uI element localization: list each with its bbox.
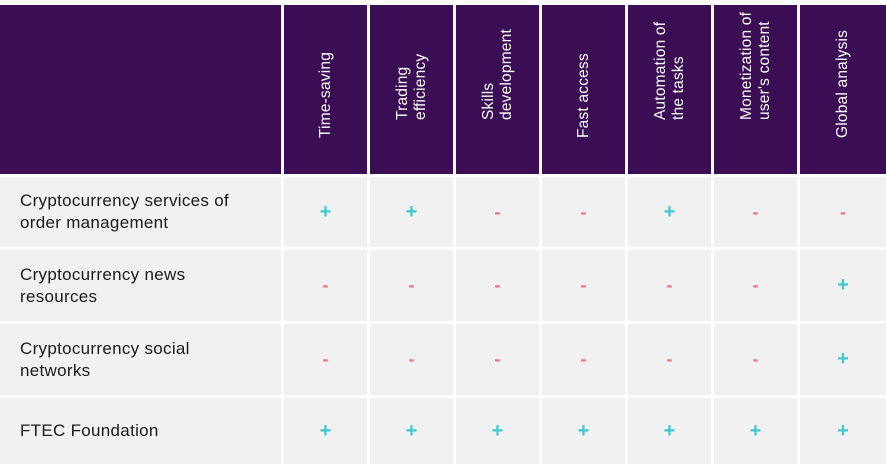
- table-cell: +: [456, 398, 542, 464]
- mark-r0-c3: -: [580, 201, 587, 222]
- table-cell: +: [284, 398, 370, 464]
- comparison-table: Time-saving Trading efficiency Skills de…: [0, 5, 886, 464]
- row-label-text: Cryptocurrency news resources: [20, 264, 186, 306]
- row-label-text: Cryptocurrency services of order managem…: [20, 191, 230, 232]
- mark-r1-c6: +: [837, 274, 849, 296]
- column-header-label: Global analysis: [834, 29, 851, 138]
- column-header-label: Fast access: [574, 53, 592, 138]
- mark-r0-c2: -: [494, 201, 501, 222]
- table-cell: +: [284, 177, 370, 250]
- mark-r2-c1: -: [408, 349, 415, 369]
- column-header-label: Monetization of user's content: [737, 11, 773, 120]
- column-header-label: Automation of the tasks: [651, 21, 687, 120]
- table-cell: +: [714, 398, 800, 464]
- mark-r0-c6: -: [840, 201, 846, 222]
- mark-r2-c6: +: [837, 348, 849, 370]
- table-cell: -: [628, 324, 714, 398]
- table-cell: +: [628, 177, 714, 250]
- column-header-skills-development: Skills development: [456, 5, 542, 177]
- row-label-text: FTEC Foundation: [20, 421, 159, 440]
- mark-r2-c2: -: [494, 349, 501, 369]
- column-header-label: Skills development: [479, 29, 515, 120]
- mark-r0-c1: +: [405, 200, 418, 223]
- table-cell: -: [542, 250, 628, 324]
- column-header-fast-access: Fast access: [542, 5, 628, 177]
- column-header-automation: Automation of the tasks: [628, 5, 714, 177]
- mark-r2-c4: -: [666, 349, 673, 369]
- table-cell: -: [714, 250, 800, 324]
- table-cell: +: [370, 177, 456, 250]
- column-header-label: Trading efficiency: [393, 53, 429, 120]
- mark-r0-c4: +: [663, 200, 676, 223]
- header-corner: [0, 5, 284, 177]
- table-cell: +: [800, 324, 886, 398]
- table-cell: +: [628, 398, 714, 464]
- mark-r1-c4: -: [666, 275, 673, 295]
- mark-r3-c6: +: [837, 419, 849, 442]
- table-cell: -: [284, 324, 370, 398]
- row-label-social-networks: Cryptocurrency social networks: [0, 324, 284, 398]
- mark-r3-c5: +: [749, 419, 762, 442]
- mark-r2-c3: -: [580, 349, 587, 369]
- mark-r1-c1: -: [408, 275, 415, 295]
- mark-r3-c1: +: [405, 419, 418, 442]
- column-header-time-saving: Time-saving: [284, 5, 370, 177]
- table-cell: -: [456, 250, 542, 324]
- column-header-label: Time-saving: [316, 51, 334, 138]
- row-label-order-management: Cryptocurrency services of order managem…: [0, 177, 284, 250]
- mark-r3-c3: +: [577, 419, 590, 442]
- table-cell: -: [370, 324, 456, 398]
- mark-r3-c4: +: [663, 419, 676, 442]
- table-cell: +: [800, 250, 886, 324]
- column-header-monetization: Monetization of user's content: [714, 5, 800, 177]
- mark-r1-c2: -: [494, 275, 501, 295]
- table-cell: -: [714, 177, 800, 250]
- row-label-news-resources: Cryptocurrency news resources: [0, 250, 284, 324]
- mark-r1-c5: -: [752, 275, 759, 295]
- row-label-text: Cryptocurrency social networks: [20, 338, 190, 380]
- mark-r3-c2: +: [491, 419, 504, 442]
- mark-r2-c5: -: [752, 349, 759, 369]
- table-cell: -: [628, 250, 714, 324]
- mark-r3-c0: +: [319, 419, 332, 442]
- mark-r1-c0: -: [322, 275, 329, 295]
- table-cell: -: [370, 250, 456, 324]
- mark-r0-c0: +: [319, 200, 332, 223]
- table-cell: -: [542, 177, 628, 250]
- mark-r0-c5: -: [752, 201, 759, 222]
- table-cell: -: [714, 324, 800, 398]
- table-cell: -: [284, 250, 370, 324]
- column-header-global-analysis: Global analysis: [800, 5, 886, 177]
- table-cell: -: [542, 324, 628, 398]
- row-label-ftec-foundation: FTEC Foundation: [0, 398, 284, 464]
- column-header-trading-efficiency: Trading efficiency: [370, 5, 456, 177]
- mark-r2-c0: -: [322, 349, 329, 369]
- table-cell: +: [370, 398, 456, 464]
- table-cell: -: [456, 324, 542, 398]
- table-cell: -: [800, 177, 886, 250]
- mark-r1-c3: -: [580, 275, 587, 295]
- table-cell: -: [456, 177, 542, 250]
- table-cell: +: [800, 398, 886, 464]
- table-cell: +: [542, 398, 628, 464]
